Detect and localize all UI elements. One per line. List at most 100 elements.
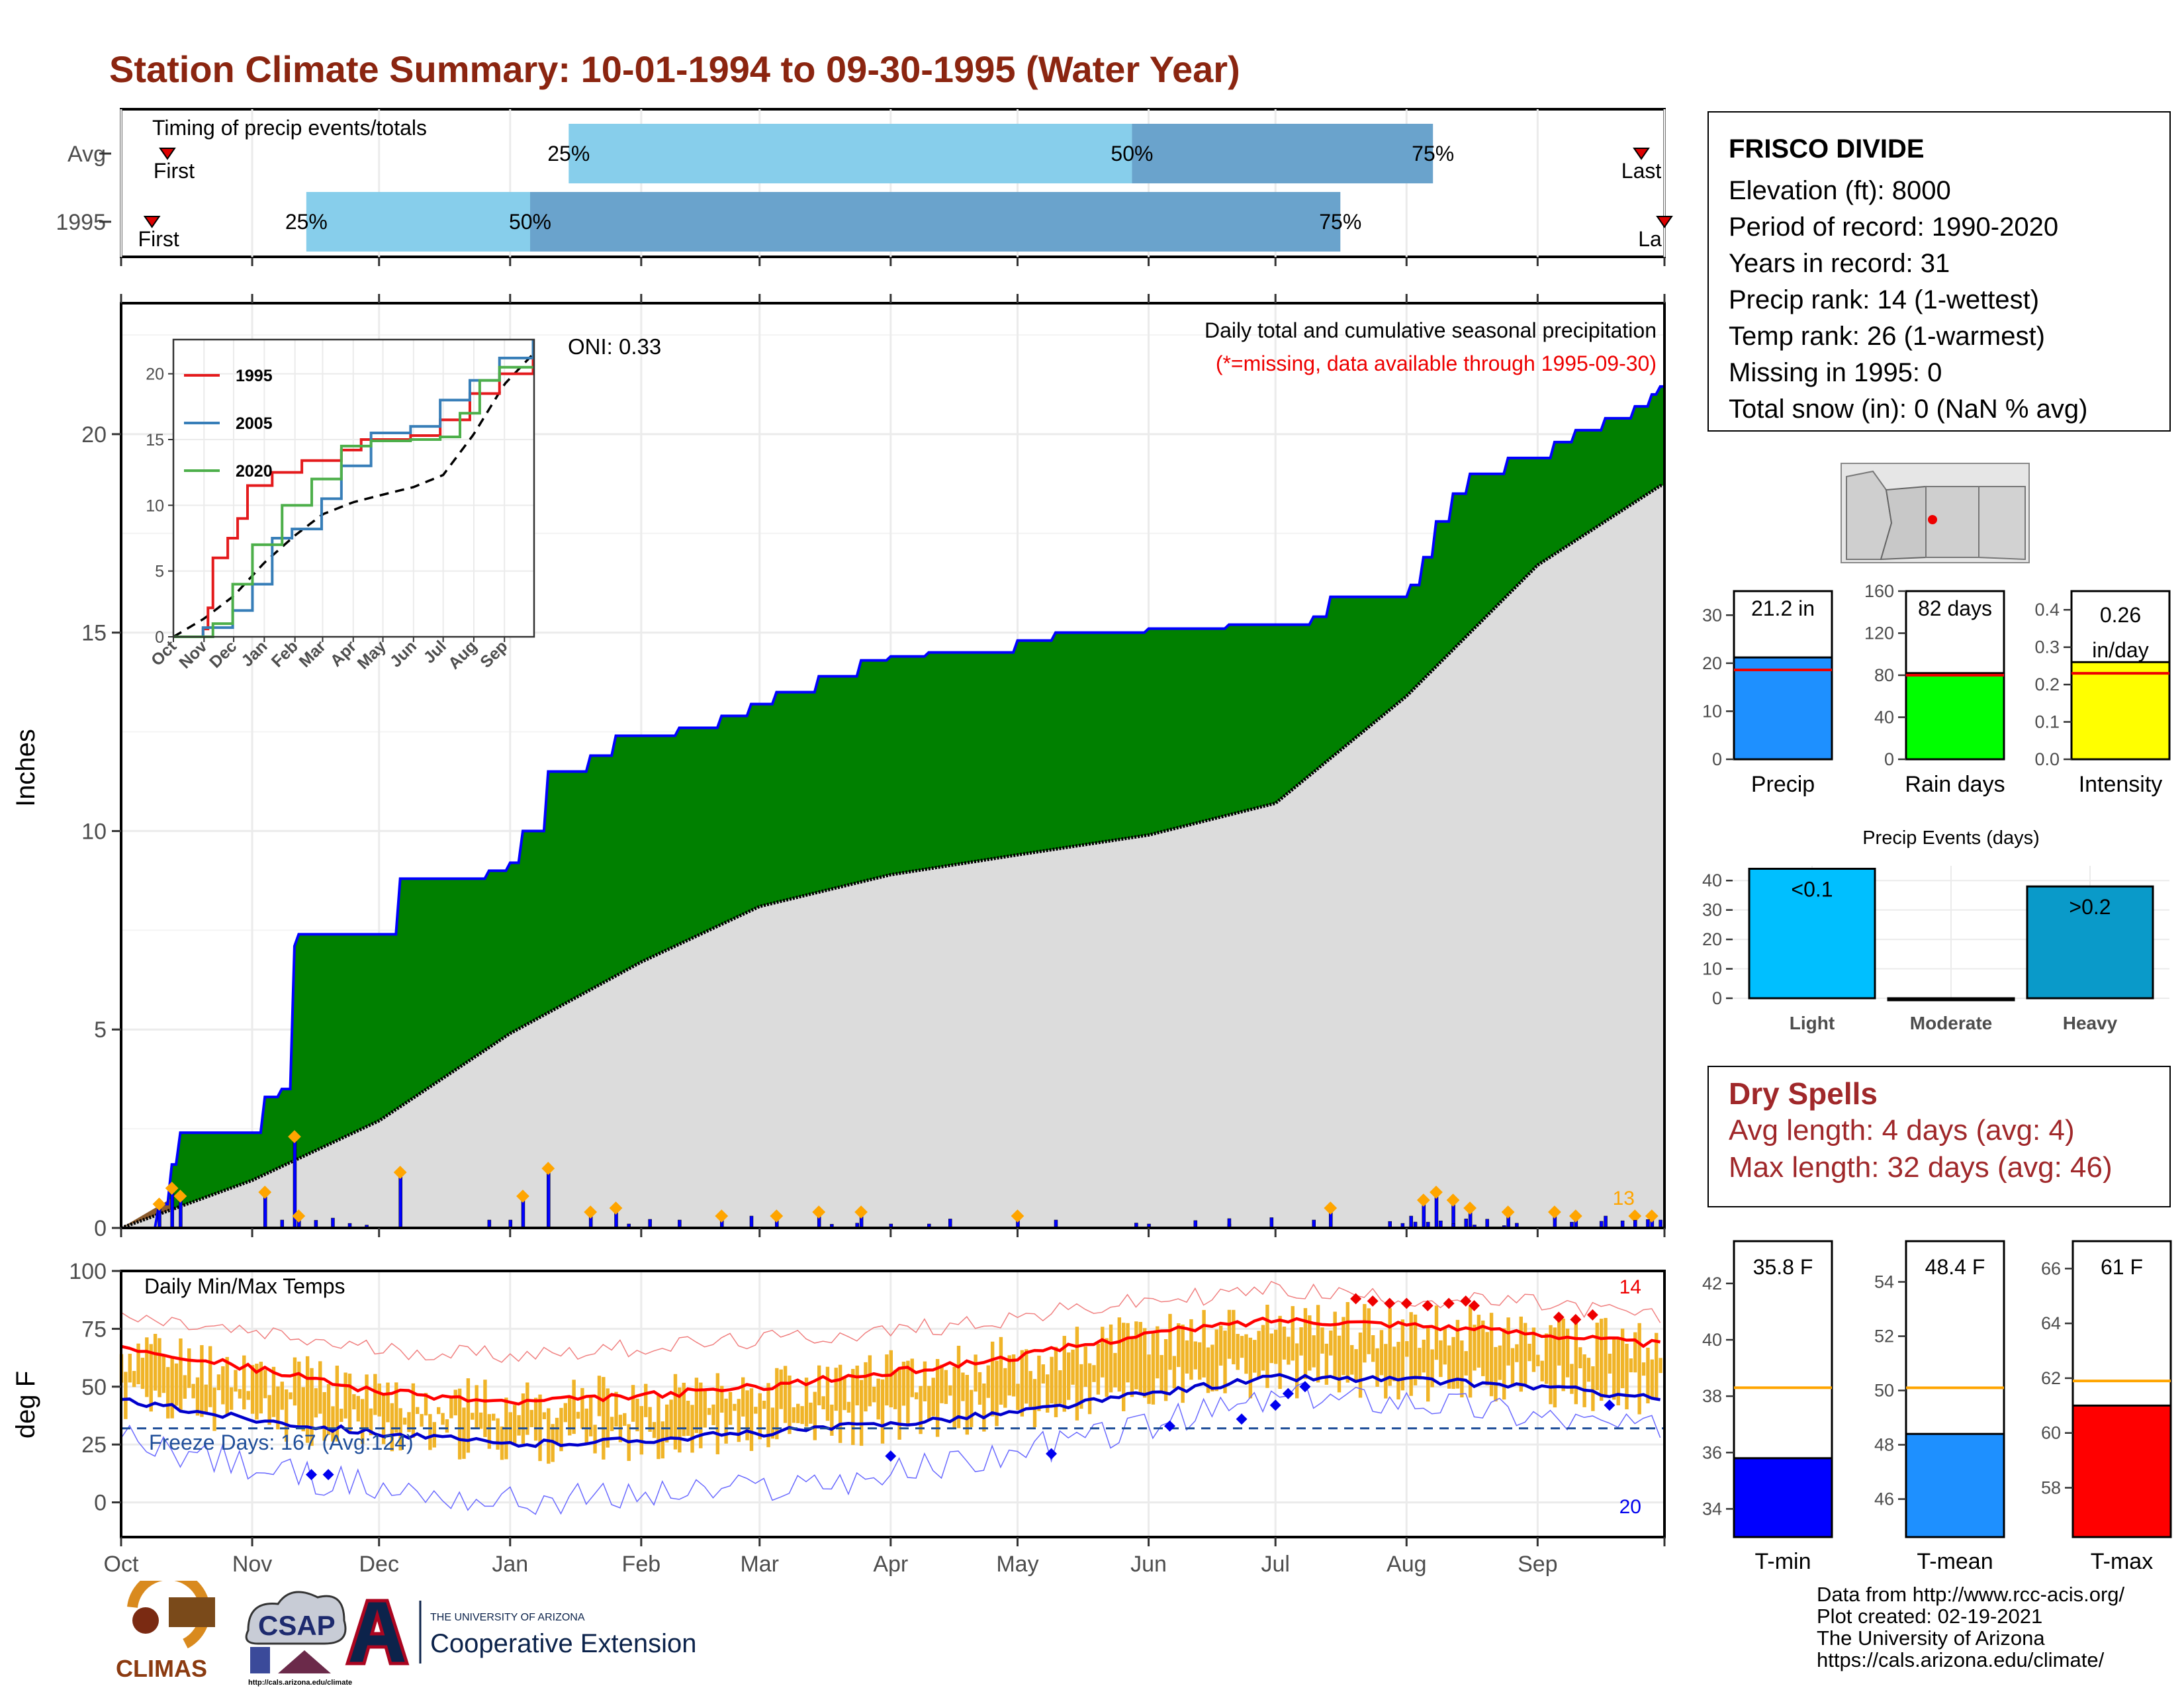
- temp-daily-bar: [555, 1417, 559, 1443]
- precip-daily-bar: [588, 1211, 593, 1229]
- temp-daily-bar: [255, 1364, 259, 1420]
- temp-daily-bar: [1468, 1305, 1473, 1398]
- precip-ytick-label: 0: [94, 1216, 107, 1241]
- freeze-days-label: Freeze Days: 167 (Avg:124): [149, 1430, 414, 1454]
- temp-daily-bar: [1430, 1349, 1434, 1387]
- temp-daily-bar: [381, 1393, 386, 1444]
- temp-daily-bar: [699, 1382, 703, 1448]
- precip-daily-bar: [1485, 1219, 1489, 1229]
- temp-daily-bar: [572, 1380, 576, 1434]
- temp-daily-bar: [1054, 1346, 1058, 1417]
- temp-daily-bar: [1337, 1335, 1342, 1393]
- temp-daily-bar: [978, 1372, 982, 1405]
- inset-ytick-label: 10: [146, 496, 164, 515]
- ua-logo-big-text: Cooperative Extension: [430, 1629, 696, 1658]
- temp-bar-ytick-label: 34: [1702, 1499, 1722, 1519]
- temp-daily-bar: [1130, 1336, 1134, 1397]
- temp-daily-bar: [128, 1354, 132, 1383]
- temp-daily-bar: [1384, 1344, 1388, 1399]
- precip-events-category: Heavy: [2063, 1013, 2118, 1033]
- temp-daily-bar: [1087, 1363, 1092, 1415]
- temp-daily-bar: [1591, 1366, 1595, 1411]
- precip-daily-bar: [817, 1211, 821, 1229]
- temp-daily-bar: [669, 1399, 673, 1440]
- temp-daily-bar: [990, 1341, 995, 1417]
- month-tick-label: Dec: [359, 1552, 398, 1577]
- temp-avg-min-line: [120, 1373, 1661, 1448]
- temp-daily-bar: [492, 1413, 496, 1421]
- temp-daily-bar: [1253, 1340, 1257, 1373]
- oni-label: ONI: 0.33: [568, 334, 661, 359]
- summary-bar-chart: 82 days 0 40 80 120 160 Rain days: [1864, 581, 2005, 797]
- summary-bar-chart: 0.26 in/day 0.0 0.1 0.2 0.3 0.4 Intensity: [2034, 590, 2171, 797]
- temp-bar-ytick-label: 48: [1874, 1435, 1894, 1455]
- temp-daily-bar: [394, 1382, 398, 1433]
- temp-daily-bar: [124, 1372, 128, 1419]
- temp-daily-bar: [276, 1386, 280, 1430]
- precip-daily-bar: [521, 1196, 525, 1229]
- temp-daily-bar: [487, 1414, 492, 1449]
- temp-daily-bar: [597, 1376, 602, 1417]
- precip-daily-bar: [1193, 1220, 1198, 1229]
- temp-daily-bar: [297, 1361, 301, 1426]
- month-tick-label: Mar: [740, 1552, 779, 1577]
- temp-daily-bar: [471, 1413, 475, 1420]
- credit-date: Plot created: 02-19-2021: [1817, 1605, 2043, 1628]
- credit-url: https://cals.arizona.edu/climate/: [1817, 1648, 2105, 1671]
- temp-daily-bar: [1659, 1358, 1662, 1374]
- temp-daily-bar: [326, 1383, 331, 1435]
- month-tick-label: Nov: [232, 1552, 272, 1577]
- temp-daily-bar: [1599, 1319, 1604, 1401]
- temp-daily-bar: [1282, 1327, 1287, 1360]
- summary-bar-frame: [2070, 590, 2171, 761]
- precip-daily-bar: [948, 1219, 952, 1229]
- temp-daily-bar: [187, 1348, 191, 1388]
- temp-daily-bar: [1016, 1383, 1020, 1410]
- precip-daily-bar: [398, 1172, 402, 1229]
- precip-daily-bar: [1464, 1219, 1468, 1229]
- precip-event-marker: [1324, 1201, 1338, 1215]
- temp-daily-bar: [234, 1370, 238, 1392]
- temp-daily-bar: [1515, 1344, 1519, 1362]
- temp-daily-bar: [1075, 1327, 1079, 1421]
- temp-daily-bar: [208, 1346, 212, 1407]
- temp-daily-bar: [754, 1407, 758, 1414]
- temp-daily-bar: [1028, 1371, 1032, 1407]
- precip-daily-bar: [1409, 1215, 1413, 1229]
- temp-daily-bar: [1160, 1354, 1163, 1393]
- temp-daily-bar: [1261, 1325, 1265, 1371]
- temp-daily-bar: [880, 1379, 885, 1444]
- temp-daily-bar: [310, 1368, 314, 1446]
- temp-daily-bar: [1117, 1317, 1122, 1392]
- temp-bar-ytick-label: 58: [2041, 1478, 2061, 1498]
- temp-daily-bar: [851, 1368, 855, 1445]
- temp-daily-bar: [318, 1361, 322, 1414]
- temp-daily-bar: [1007, 1355, 1011, 1396]
- temp-daily-bar: [183, 1375, 187, 1399]
- temp-bar: [2071, 1404, 2172, 1538]
- temp-daily-bar: [614, 1391, 618, 1427]
- inset-xtick-label: Oct: [148, 637, 181, 670]
- month-tick-label: May: [996, 1552, 1038, 1577]
- temp-record-high-marker: [1422, 1299, 1433, 1311]
- precip-event-marker: [1430, 1186, 1443, 1199]
- precip-daily-bar: [331, 1217, 335, 1229]
- temp-record-low-marker: [1269, 1399, 1281, 1411]
- temp-daily-bar: [1422, 1339, 1426, 1373]
- temp-daily-bar: [1291, 1306, 1295, 1361]
- timing-bar-25-50: [569, 124, 1132, 183]
- temp-daily-bar: [783, 1366, 788, 1423]
- temp-daily-bar: [974, 1354, 978, 1392]
- credit-source: Data from http://www.rcc-acis.org/: [1817, 1583, 2125, 1606]
- temp-daily-bar: [1269, 1333, 1274, 1364]
- temp-daily-bar: [893, 1370, 897, 1409]
- temp-daily-bar: [657, 1394, 660, 1460]
- temp-daily-bar: [1342, 1317, 1345, 1376]
- summary-bar-label: Rain days: [1905, 772, 2005, 797]
- temp-daily-bar: [1400, 1319, 1405, 1391]
- inset-legend-label: 1995: [236, 367, 273, 385]
- inset-ytick-label: 0: [155, 628, 164, 647]
- precip-events-category: Moderate: [1910, 1013, 1992, 1033]
- temp-bar-ytick-label: 38: [1702, 1386, 1722, 1406]
- precip-daily-bar: [487, 1219, 492, 1229]
